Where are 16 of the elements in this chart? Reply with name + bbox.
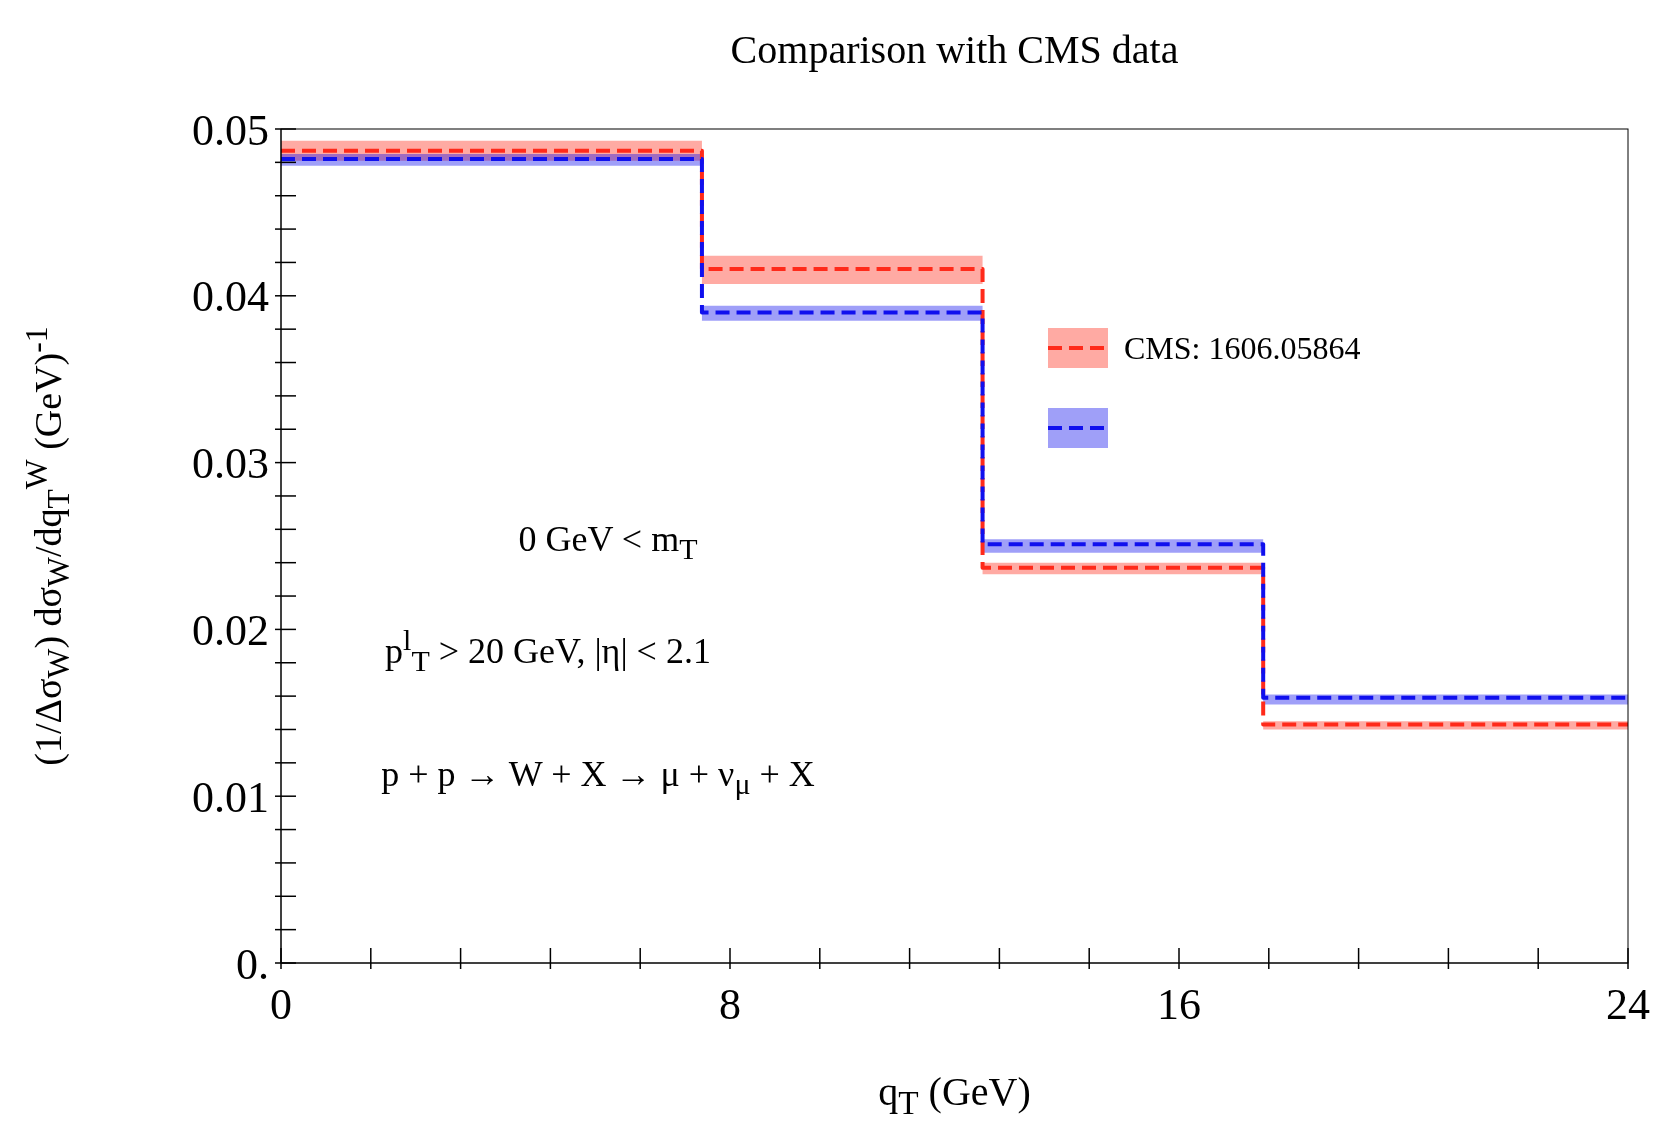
x-tick-label: 0 xyxy=(270,980,292,1029)
x-tick-label: 24 xyxy=(1606,980,1650,1029)
y-tick-label: 0.05 xyxy=(192,105,269,155)
x-tick-label: 8 xyxy=(719,980,741,1029)
y-tick-label: 0.02 xyxy=(192,606,269,656)
y-tick-label: 0. xyxy=(236,939,269,989)
y-tick-label: 0.01 xyxy=(192,772,269,822)
annotation: 0 GeV < m$_{T}$ xyxy=(518,519,698,566)
chart-title: Comparison with CMS data xyxy=(730,27,1179,72)
x-axis-title: q$_{T}$ (GeV) xyxy=(878,1069,1031,1121)
x-tick-label: 16 xyxy=(1157,980,1201,1029)
y-tick-label: 0.04 xyxy=(192,272,269,322)
legend-label: CMS: 1606.05864 xyxy=(1124,329,1361,367)
annotation: p + p → W + X → μ + ν$_{μ}$ + X xyxy=(381,754,815,801)
y-tick-label: 0.03 xyxy=(192,439,269,489)
annotation: p$^{l}$$_{T}$ > 20 GeV, |η| < 2.1 xyxy=(385,623,711,678)
